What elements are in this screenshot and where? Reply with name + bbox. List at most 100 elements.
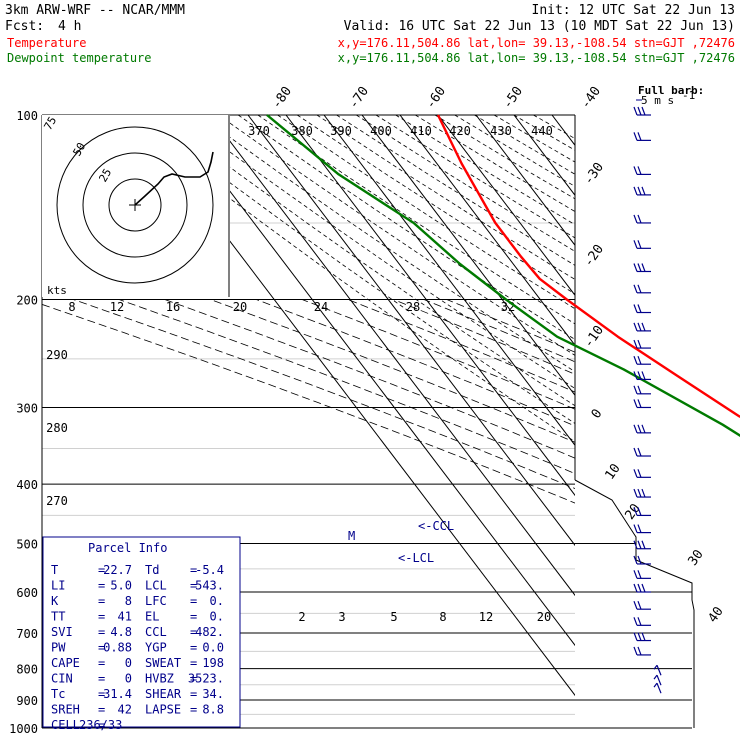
dry-adiabat-line: [474, 115, 575, 175]
parcel-cell: =: [190, 656, 197, 670]
sounding-profiles: [266, 114, 740, 437]
wind-barb-feather: [637, 106, 642, 116]
lcl-marker: <-LCL: [398, 551, 434, 565]
dewpoint-profile-line: [266, 114, 740, 437]
wind-barb-feather: [633, 540, 638, 549]
parcel-cell: 34.: [202, 687, 224, 701]
parcel-cell: SREH: [51, 703, 80, 717]
wind-barb-feather: [653, 664, 658, 670]
wind-barb-feather: [633, 646, 638, 656]
dry-adiabat-labels: 370 380 390 400 410 420 430 440 290 280 …: [46, 124, 553, 508]
wind-barb-feather: [641, 106, 646, 116]
theta-label-lower: 270: [46, 494, 68, 508]
wind-barb-feather: [637, 632, 642, 641]
parcel-cell: CIN: [51, 672, 73, 686]
wind-barb: [633, 507, 651, 517]
wind-speed-ticks: 8 12 16 20 24 28 32: [68, 300, 515, 314]
theta-label: 380: [291, 124, 313, 138]
mixing-ratio-label: 20: [537, 610, 551, 624]
parcel-cell: SVI: [51, 625, 73, 639]
parcel-cell: =: [190, 703, 197, 717]
hodograph: 75 50 25 kts: [41, 114, 230, 297]
wind-barb-staff: [656, 674, 662, 686]
isotherm-label: -70: [346, 84, 372, 112]
wind-barb-feather: [633, 524, 638, 533]
wind-barb-feather: [637, 263, 642, 272]
wind-barb-feather: [633, 570, 638, 579]
wind-barb-feather: [633, 385, 638, 395]
dewpoint-location-info: x,y=176.11,504.86 lat,lon= 39.13,-108.54…: [338, 51, 735, 65]
wind-barb: [633, 600, 651, 610]
dry-adiabat-line: [257, 115, 575, 325]
wind-barb-feather: [637, 583, 642, 593]
isotherm-line: [171, 115, 575, 647]
wind-barb-feather: [633, 263, 638, 272]
valid-time: Valid: 16 UTC Sat 22 Jun 13 (10 MDT Sat …: [344, 19, 735, 34]
mixing-ratio-label: 8: [439, 610, 446, 624]
mixing-ratio-label: 5: [390, 610, 397, 624]
wind-barb-feather: [633, 214, 638, 224]
wind-barb: [633, 106, 651, 116]
isotherm-line: [437, 115, 575, 297]
parcel-cell: K: [51, 594, 59, 608]
parcel-cell: HVBZ: [145, 672, 174, 686]
moist-adiabat-line: [73, 299, 575, 489]
parcel-cell: Td: [145, 563, 159, 577]
theta-label: 410: [410, 124, 432, 138]
parcel-cell: EL: [145, 610, 159, 624]
wind-barb: [633, 166, 651, 176]
parcel-cell: LCL: [145, 579, 167, 593]
theta-label: 430: [490, 124, 512, 138]
pressure-label: 500: [16, 537, 38, 551]
parcel-cell: 42: [118, 703, 132, 717]
wind-barb: [633, 617, 651, 626]
wind-barb-feather: [637, 570, 642, 579]
hodograph-background: [42, 115, 230, 297]
wind-barb-staff: [656, 665, 662, 676]
barb-legend-exponent: -1: [682, 89, 695, 102]
parcel-cell: 8: [125, 594, 132, 608]
wind-barb-feather: [653, 674, 658, 680]
wind-barb-feather: [633, 617, 638, 626]
parcel-cell: =: [190, 610, 197, 624]
moist-adiabat-line: [347, 299, 575, 393]
wind-barb-feather: [633, 322, 638, 332]
parcel-cell: =: [98, 718, 105, 732]
wind-barb-feather: [633, 186, 638, 196]
parcel-cell: =: [190, 625, 197, 639]
parcel-cell: PW: [51, 641, 66, 655]
wind-barb: [653, 682, 662, 694]
moist-adiabat-line: [301, 299, 575, 410]
parcel-cell: 236/33: [79, 718, 122, 732]
wind-barb-feather: [633, 583, 638, 593]
wind-barb: [633, 263, 651, 273]
parcel-cell: CCL: [145, 625, 167, 639]
forecast-hour: 4 h: [58, 19, 81, 34]
moist-adiabat-line: [446, 299, 575, 353]
parcel-cell: 0.88: [103, 641, 132, 655]
parcel-cell: 22.7: [103, 563, 132, 577]
isotherm-label: 30: [685, 547, 706, 568]
wind-barb-feather: [633, 284, 638, 294]
wind-barb: [633, 132, 651, 141]
speed-tick-label: 12: [110, 300, 124, 314]
isotherm-line: [209, 115, 575, 597]
parcel-cell: 0.: [210, 594, 224, 608]
pressure-label: 700: [16, 627, 38, 641]
wind-barb-feather: [633, 399, 638, 408]
wind-barb-feather: [633, 371, 638, 380]
hodograph-ring-50: [82, 152, 188, 258]
dry-adiabat-line: [513, 115, 575, 151]
isotherm-line: [475, 115, 575, 247]
temperature-profile-line: [436, 114, 740, 419]
wind-barb: [633, 322, 651, 332]
theta-label: 400: [370, 124, 392, 138]
parcel-cell: LFC: [145, 594, 167, 608]
dry-adiabat-line: [316, 115, 575, 280]
wind-barbs: [633, 106, 662, 694]
isotherm-label: -50: [500, 84, 526, 112]
parcel-cell: LI: [51, 579, 65, 593]
wind-barb: [633, 186, 651, 196]
isotherm-line: [285, 115, 575, 497]
dry-adiabat-line: [277, 115, 575, 310]
